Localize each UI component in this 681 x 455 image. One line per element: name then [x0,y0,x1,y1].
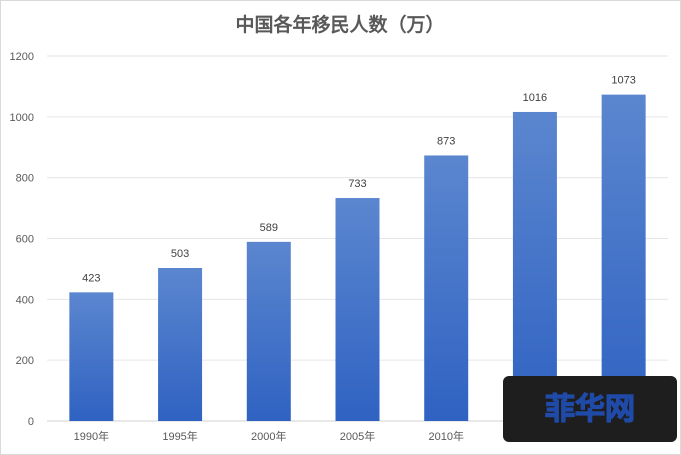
x-tick-label: 1990年 [74,429,109,443]
y-tick-label: 600 [16,234,34,246]
bar [246,241,291,421]
bar [335,198,380,421]
data-label: 589 [260,222,278,234]
watermark-text: 菲华网 [545,392,635,427]
y-tick-label: 0 [28,416,34,428]
bar [158,268,203,421]
bar [69,292,114,421]
y-tick-label: 1000 [10,112,34,124]
data-label: 423 [82,272,100,284]
data-label: 873 [437,135,455,147]
data-labels: 423 503 589 733 873 1016 1073 [82,75,636,285]
watermark-background [503,376,677,442]
data-label: 1073 [611,75,635,87]
x-tick-label: 1995年 [162,429,197,443]
data-label: 1016 [523,92,547,104]
data-label: 503 [171,248,189,260]
y-tick-label: 800 [16,173,34,185]
x-tick-label: 2000年 [251,429,286,443]
x-tick-label: 2005年 [340,429,375,443]
x-tick-label: 2010年 [428,429,463,443]
bar [512,111,557,421]
y-tick-label: 400 [16,294,34,306]
bar [601,94,646,422]
watermark: 菲华网 [503,376,677,442]
y-tick-label: 1200 [10,51,34,63]
bars [69,94,646,422]
data-label: 733 [348,178,366,190]
chart-title: 中国各年移民人数（万） [235,13,444,36]
y-axis: 0 200 400 600 800 1000 1200 [10,51,34,428]
bar [424,155,469,421]
y-tick-label: 200 [16,355,34,367]
